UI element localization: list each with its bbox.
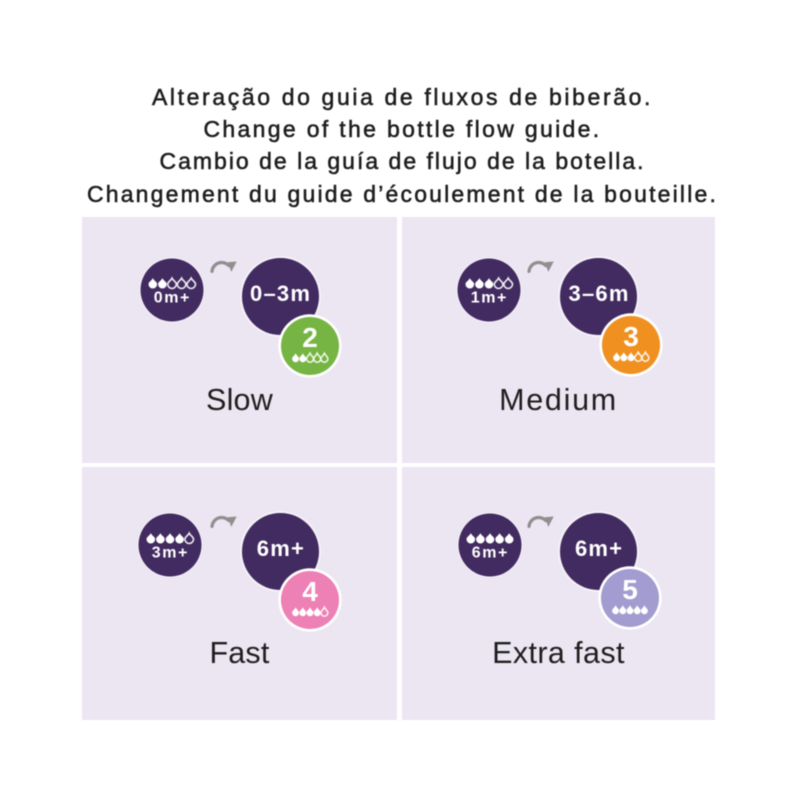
svg-text:1m+: 1m+: [471, 289, 508, 306]
svg-text:5: 5: [622, 574, 638, 605]
svg-text:6m+: 6m+: [471, 545, 508, 562]
svg-text:0m+: 0m+: [154, 289, 191, 306]
svg-text:2: 2: [302, 322, 318, 353]
svg-text:3m+: 3m+: [151, 545, 188, 562]
svg-text:3: 3: [623, 321, 639, 352]
svg-text:4: 4: [302, 576, 318, 607]
